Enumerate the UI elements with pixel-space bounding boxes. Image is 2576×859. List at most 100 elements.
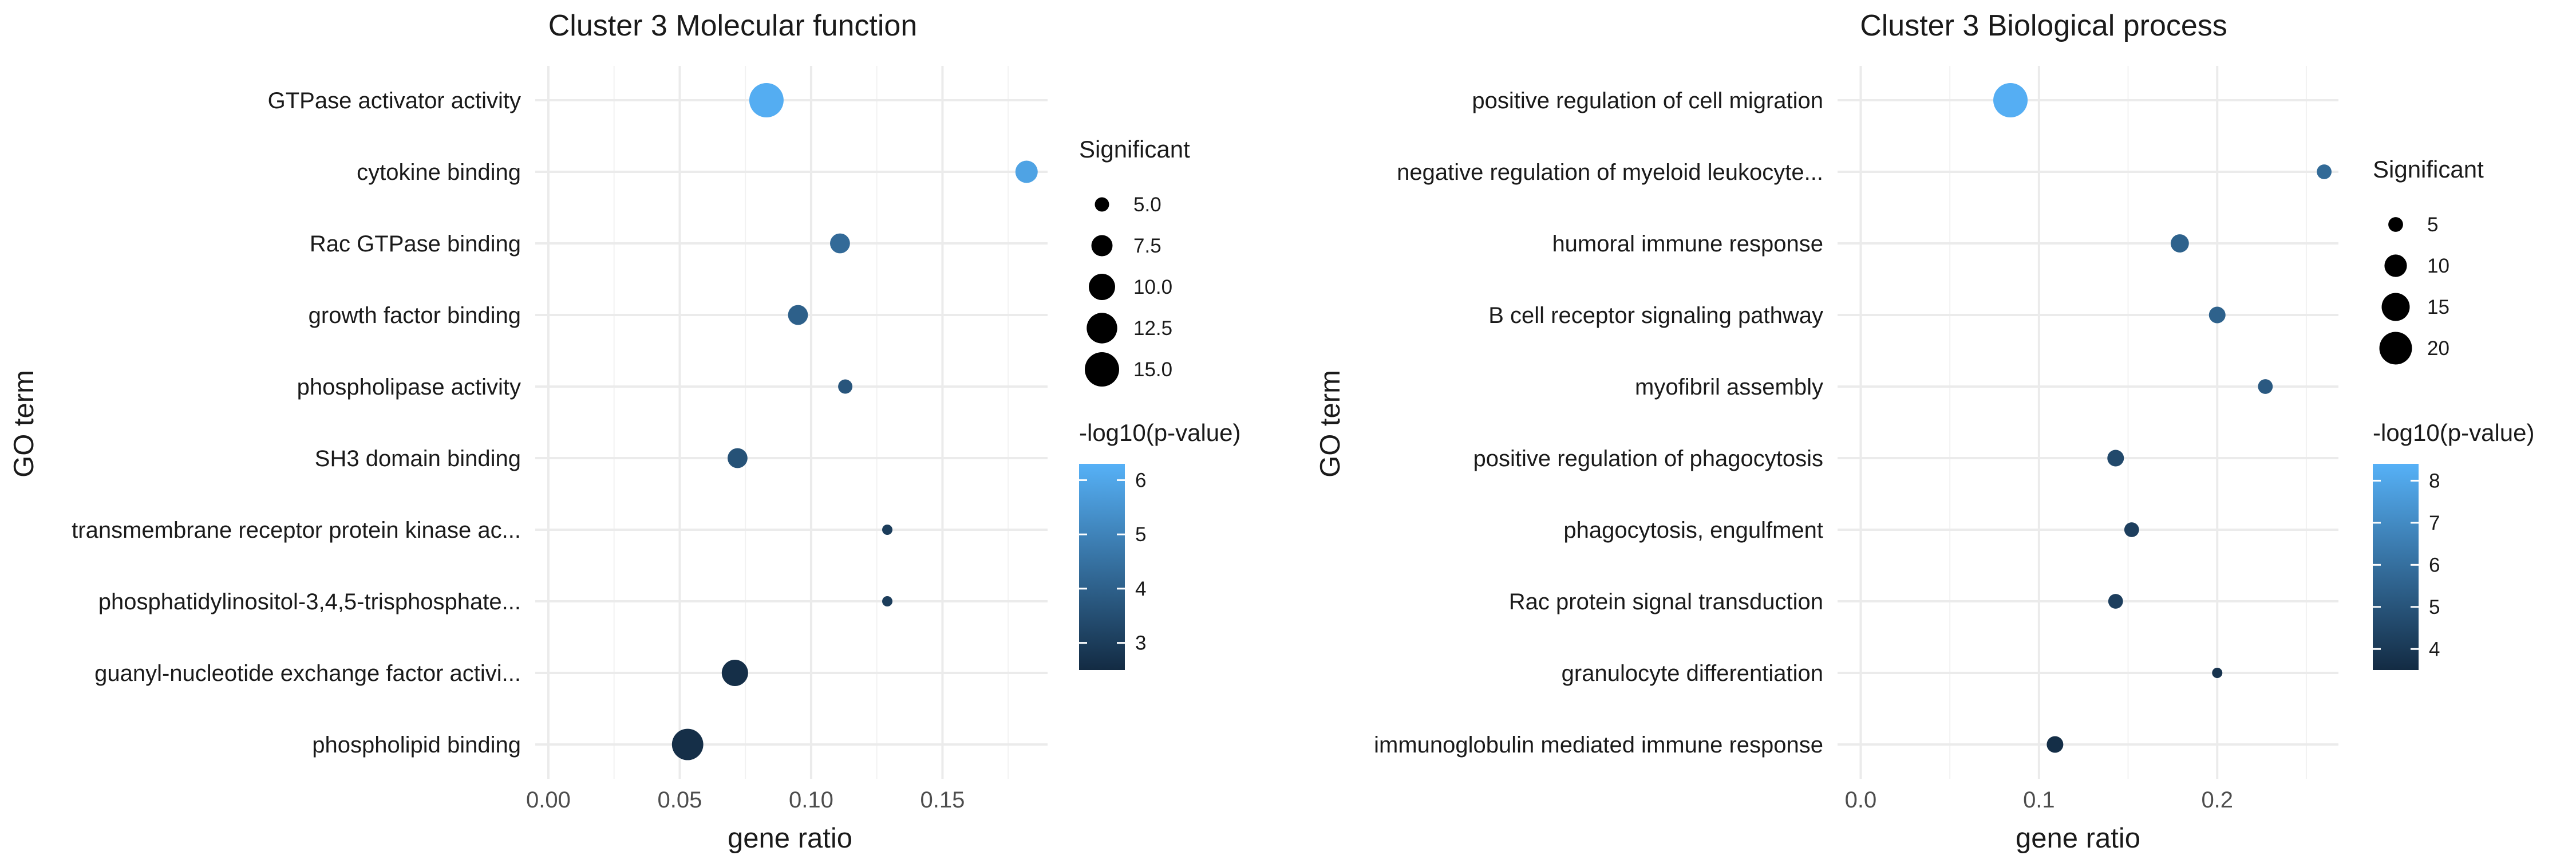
size-legend-key (2384, 254, 2407, 277)
plot-grid (1838, 66, 2338, 779)
go-term-label: humoral immune response (1552, 231, 1823, 257)
size-legend-label: 7.5 (1133, 235, 1161, 257)
go-term-point (2258, 379, 2273, 394)
x-axis-title: gene ratio (728, 823, 852, 854)
size-legend-key (2381, 293, 2410, 321)
go-term-point (671, 728, 704, 761)
go-term-point (2108, 594, 2123, 609)
size-legend-label: 20 (2427, 337, 2449, 360)
plot-grid (535, 66, 1048, 779)
biological-process-chart: Cluster 3 Biological process gene ratio … (1315, 9, 2534, 854)
size-legend-key (2379, 332, 2412, 365)
go-term-label: immunoglobulin mediated immune response (1374, 732, 1823, 758)
size-legend-key (1095, 197, 1109, 212)
color-legend: -log10(p-value) 3 4 5 6 (1079, 419, 1240, 670)
x-tick-label: 0.00 (526, 787, 571, 813)
go-term-label: cytokine binding (357, 160, 521, 185)
color-legend-title: -log10(p-value) (2373, 419, 2534, 446)
y-axis-title: GO term (9, 370, 39, 478)
size-legend-key (1086, 313, 1117, 344)
size-legend-title: Significant (2373, 156, 2484, 183)
go-term-label: granulocyte differentiation (1562, 661, 1823, 686)
color-legend-label: 5 (1135, 523, 1146, 546)
go-term-point (728, 448, 748, 468)
size-legend-label: 15 (2427, 296, 2449, 318)
color-bar (2373, 464, 2419, 670)
go-term-label: positive regulation of phagocytosis (1473, 446, 1823, 471)
color-legend: -log10(p-value) 4 5 6 7 8 (2373, 419, 2534, 670)
x-tick-labels: 0.00 0.05 0.10 0.15 (526, 787, 965, 813)
x-tick-label: 0.10 (789, 787, 833, 813)
chart-title: Cluster 3 Molecular function (548, 9, 918, 42)
go-term-point (2046, 736, 2064, 753)
color-legend-title: -log10(p-value) (1079, 419, 1240, 446)
go-term-label: positive regulation of cell migration (1472, 88, 1823, 113)
color-legend-label: 6 (2429, 554, 2440, 576)
go-term-point (882, 596, 893, 606)
go-term-label: GTPase activator activity (268, 88, 521, 113)
go-term-label: phagocytosis, engulfment (1563, 518, 1823, 543)
go-term-point (2107, 450, 2124, 467)
size-legend-label: 12.5 (1133, 317, 1172, 340)
go-term-point (788, 305, 808, 325)
size-legend: Significant 5.0 7.5 10.0 12.5 15.0 (1079, 136, 1190, 387)
color-legend-label: 4 (1135, 578, 1146, 600)
go-term-point (749, 83, 784, 117)
go-term-label: myofibril assembly (1635, 375, 1823, 400)
go-term-point (721, 660, 748, 686)
go-term-point (882, 525, 893, 535)
go-term-label: negative regulation of myeloid leukocyte… (1397, 160, 1823, 185)
color-legend-label: 4 (2429, 638, 2440, 660)
size-legend-key (1085, 352, 1119, 387)
x-tick-label: 0.2 (2201, 787, 2233, 813)
go-term-point (1993, 83, 2028, 117)
color-legend-label: 7 (2429, 512, 2440, 534)
size-legend-key (1091, 235, 1113, 257)
go-term-point (2317, 164, 2332, 179)
x-tick-label: 0.15 (920, 787, 965, 813)
molecular-function-chart: Cluster 3 Molecular function gene ratio … (9, 9, 1240, 854)
x-axis-title: gene ratio (2016, 823, 2140, 854)
x-tick-label: 0.05 (658, 787, 702, 813)
y-tick-labels: GTPase activator activity cytokine bindin… (72, 88, 521, 758)
go-term-label: phospholipid binding (312, 732, 521, 758)
size-legend-label: 15.0 (1133, 358, 1172, 381)
x-tick-label: 0.1 (2023, 787, 2055, 813)
size-legend-title: Significant (1079, 136, 1190, 163)
go-term-point (1015, 160, 1038, 183)
go-term-label: B cell receptor signaling pathway (1488, 303, 1823, 328)
go-term-point (2170, 234, 2189, 253)
go-term-label: guanyl-nucleotide exchange factor activi… (94, 661, 521, 686)
color-legend-label: 3 (1135, 632, 1146, 655)
x-tick-label: 0.0 (1845, 787, 1877, 813)
x-tick-labels: 0.0 0.1 0.2 (1845, 787, 2233, 813)
size-legend: Significant 5 10 15 20 (2373, 156, 2484, 365)
color-legend-label: 6 (1135, 469, 1146, 491)
plot-points (671, 83, 1038, 761)
y-tick-labels: positive regulation of cell migration neg… (1374, 88, 1823, 758)
go-term-label: Rac GTPase binding (310, 231, 521, 257)
go-term-label: transmembrane receptor protein kinase ac… (72, 518, 521, 543)
size-legend-label: 10.0 (1133, 276, 1172, 298)
go-term-label: SH3 domain binding (315, 446, 521, 471)
size-legend-key (2388, 217, 2403, 232)
y-axis-title: GO term (1315, 370, 1346, 478)
go-term-point (838, 379, 853, 394)
go-term-label: phosphatidylinositol-3,4,5-trisphosphate… (98, 589, 521, 614)
size-legend-label: 10 (2427, 255, 2449, 277)
size-legend-label: 5.0 (1133, 194, 1161, 216)
go-term-label: phospholipase activity (297, 375, 521, 400)
color-bar (1079, 464, 1125, 670)
plot-points (1993, 83, 2332, 753)
go-term-label: growth factor binding (309, 303, 521, 328)
color-legend-label: 5 (2429, 596, 2440, 618)
size-legend-key (1089, 274, 1115, 300)
go-term-point (830, 233, 850, 254)
size-legend-label: 5 (2427, 214, 2438, 236)
go-term-label: Rac protein signal transduction (1509, 589, 1823, 614)
go-term-point (2212, 668, 2223, 678)
chart-title: Cluster 3 Biological process (1860, 9, 2227, 42)
go-term-point (2124, 522, 2139, 537)
go-term-point (2208, 306, 2226, 324)
